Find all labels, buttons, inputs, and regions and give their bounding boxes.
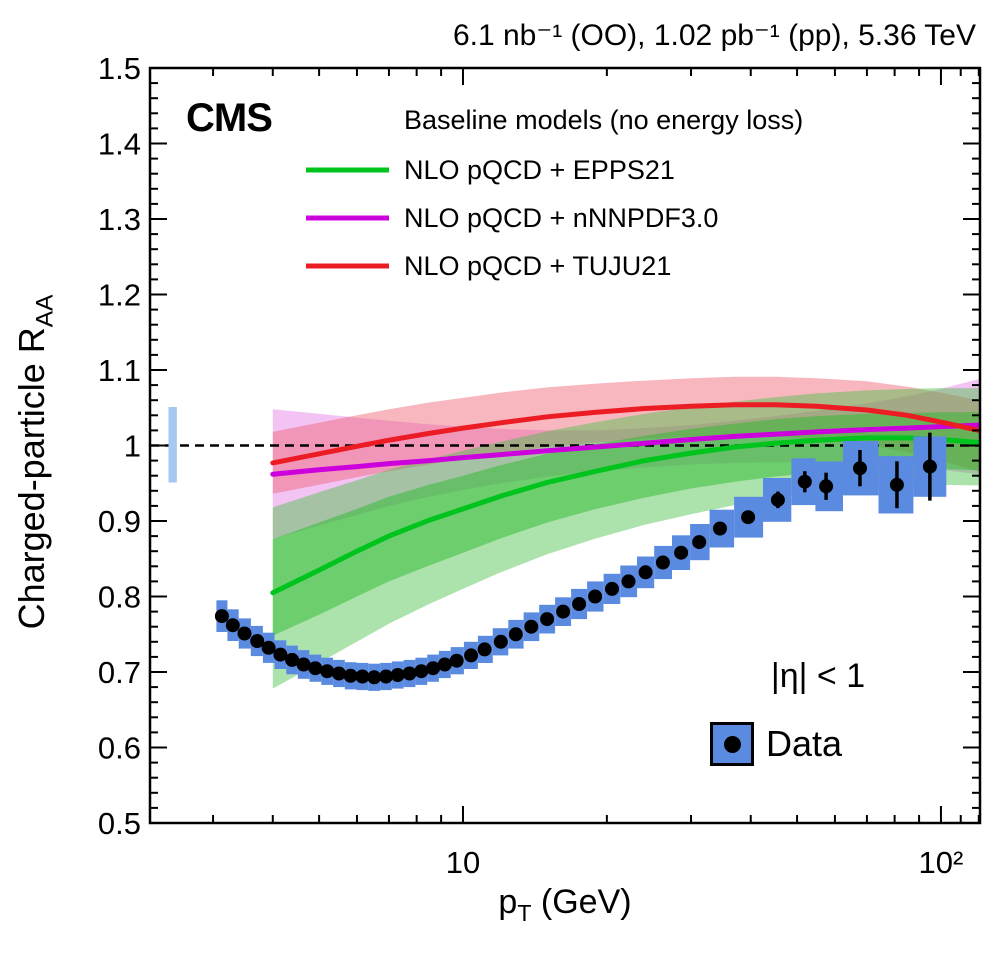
data-point-marker <box>588 589 603 604</box>
data-point-marker <box>464 648 479 663</box>
x-axis-title: pT (GeV) <box>498 885 631 925</box>
y-axis-tick-label: 1 <box>124 429 141 464</box>
y-axis-title-main: Charged-particle R <box>10 327 52 630</box>
data-point-marker <box>741 510 756 525</box>
data-point-marker <box>343 668 358 683</box>
data-point-marker <box>426 661 441 676</box>
data-point-marker <box>390 668 405 682</box>
data-point-marker <box>355 669 370 684</box>
model-line-NLO pQCD + TUJU21 <box>270 402 982 466</box>
data-point-marker <box>508 627 523 642</box>
data-point-marker <box>273 647 288 662</box>
data-point-marker <box>320 664 335 679</box>
y-axis-tick-label: 0.7 <box>98 655 141 690</box>
model-line-NLO pQCD + nNNPDF3.0 <box>270 422 982 477</box>
data-point-marker <box>296 657 311 672</box>
data-point-marker <box>493 634 508 649</box>
data-point-marker <box>853 461 867 476</box>
data-point-marker <box>477 642 492 657</box>
data-legend-label: Data <box>766 723 843 764</box>
data-point-marker <box>540 612 555 627</box>
y-axis-tick-label: 1.1 <box>98 353 141 388</box>
data-point-marker <box>414 664 429 679</box>
data-point-marker <box>922 459 937 474</box>
data-point-marker <box>237 626 252 641</box>
y-axis-tick-label: 0.8 <box>98 580 141 615</box>
data-legend-marker <box>710 722 754 766</box>
data-legend-marker-dot <box>723 735 741 753</box>
x-axis-tick-label: 10 <box>446 845 480 880</box>
legend-label-nnnpdf30: NLO pQCD + nNNPDF3.0 <box>404 203 719 233</box>
data-point-marker <box>402 666 417 681</box>
y-axis-tick-label: 1.2 <box>98 278 141 313</box>
data-point-marker <box>379 669 393 684</box>
legend-label-tuju21: NLO pQCD + TUJU21 <box>404 251 672 281</box>
data-point-marker <box>261 640 276 655</box>
data-point-marker <box>285 652 300 667</box>
x-axis-title-unit: (GeV) <box>531 883 632 921</box>
data-point-marker <box>605 581 619 596</box>
y-axis-tick-label: 0.9 <box>98 504 141 539</box>
data-point-marker <box>770 492 785 507</box>
data-point-marker <box>524 619 539 634</box>
luminosity-title: 6.1 nb⁻¹ (OO), 1.02 pb⁻¹ (pp), 5.36 TeV <box>452 19 976 52</box>
cms-experiment-label: CMS <box>186 96 273 140</box>
eta-range-label: |η| < 1 <box>770 657 866 695</box>
data-point-marker <box>308 661 323 676</box>
data-point-marker <box>367 670 382 685</box>
x-axis-title-p: p <box>498 883 518 921</box>
data-point-marker <box>819 479 834 494</box>
data-point-marker <box>449 653 464 668</box>
y-axis-title-sub: AA <box>31 294 59 328</box>
data-point-marker <box>674 545 689 560</box>
data-point-marker <box>437 657 452 672</box>
y-axis-tick-label: 1.3 <box>98 202 141 237</box>
data-point-marker <box>214 609 229 624</box>
y-axis-tick-label: 1.4 <box>98 127 141 162</box>
models-legend-header: Baseline models (no energy loss) <box>404 105 804 135</box>
y-axis-tick-label: 1.5 <box>98 51 141 86</box>
data-point-marker <box>250 634 265 648</box>
data-point-marker <box>797 474 812 489</box>
x-axis-tick-label: 10² <box>919 845 964 880</box>
y-axis-tick-label: 0.6 <box>98 731 141 766</box>
legend-label-epps21: NLO pQCD + EPPS21 <box>404 155 675 185</box>
data-point-marker <box>556 604 571 619</box>
y-axis-title: Charged-particle RAA <box>10 294 59 630</box>
model-line-NLO pQCD + EPPS21 <box>270 435 982 596</box>
data-point-marker <box>225 618 240 633</box>
data-point-marker <box>621 574 636 589</box>
data-point-marker <box>655 555 670 570</box>
x-axis-title-sub: T <box>517 900 532 927</box>
data-point-marker <box>638 565 653 580</box>
data-point-marker <box>572 597 587 611</box>
data-point-marker <box>713 521 727 536</box>
data-point-marker <box>692 535 707 550</box>
data-point-marker <box>889 477 904 492</box>
y-axis-tick-label: 0.5 <box>98 806 141 841</box>
data-point-marker <box>331 666 346 681</box>
normalization-uncertainty-band <box>168 406 177 483</box>
